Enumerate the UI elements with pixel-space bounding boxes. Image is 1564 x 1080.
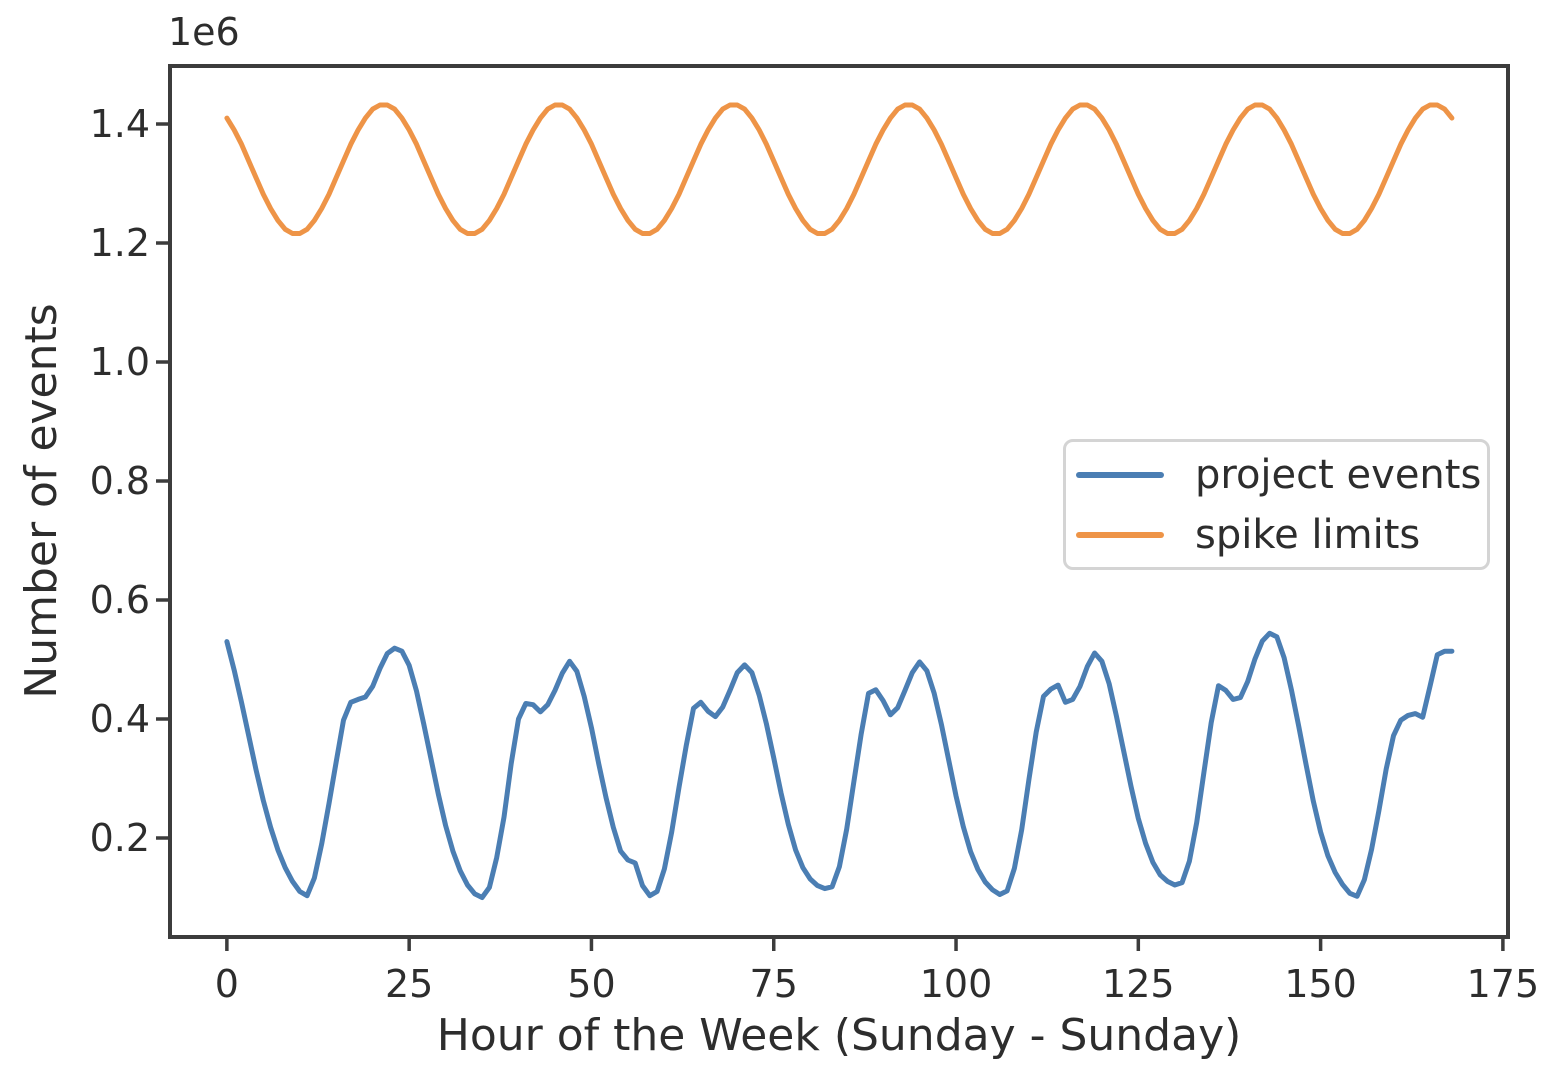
x-axis-tick-label: 125: [1102, 962, 1175, 1006]
y-axis-tick-label: 0.2: [90, 816, 150, 860]
x-axis-tick-label: 50: [567, 962, 615, 1006]
y-axis-tick-label: 1.0: [90, 340, 150, 384]
y-axis-offset-text: 1e6: [168, 10, 240, 54]
y-axis-label: Number of events: [16, 303, 67, 699]
legend-swatch-project-events: [1076, 471, 1164, 478]
x-axis-label: Hour of the Week (Sunday - Sunday): [436, 1010, 1242, 1061]
legend-label-project-events: project events: [1195, 451, 1482, 498]
x-axis-tick-label: 150: [1284, 962, 1357, 1006]
legend-swatch-spike-limits: [1076, 531, 1164, 538]
y-axis-tick-label: 0.6: [90, 578, 150, 622]
x-axis-tick-label: 25: [385, 962, 433, 1006]
legend: project events spike limits: [1063, 439, 1490, 570]
x-axis-tick-label: 100: [920, 962, 993, 1006]
y-axis-tick-label: 0.4: [90, 697, 150, 741]
x-axis-tick-label: 75: [750, 962, 798, 1006]
y-axis-tick-label: 1.2: [90, 221, 150, 265]
x-axis-tick-label: 175: [1467, 962, 1540, 1006]
project-events-line: [224, 630, 1455, 900]
y-axis-tick-label: 1.4: [90, 102, 150, 146]
plot-border: [168, 64, 1510, 939]
legend-entry-project-events: project events: [1076, 453, 1487, 497]
spike-limits-line: [224, 102, 1455, 236]
y-axis-tick-label: 0.8: [90, 459, 150, 503]
legend-label-spike-limits: spike limits: [1195, 511, 1421, 558]
legend-entry-spike-limits: spike limits: [1076, 513, 1487, 557]
x-axis-tick-label: 0: [215, 962, 239, 1006]
